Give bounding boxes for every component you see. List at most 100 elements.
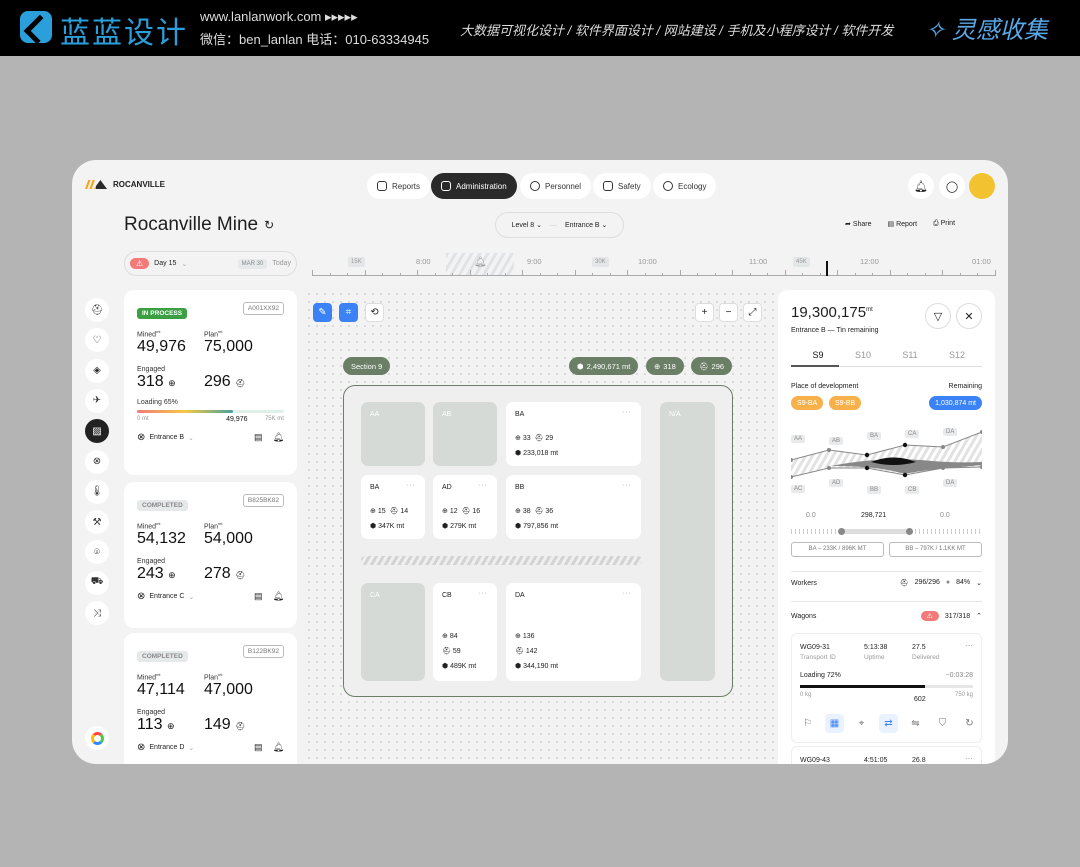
place-chip[interactable]: S9-BA	[791, 396, 824, 410]
more-icon[interactable]: ···	[965, 754, 973, 763]
sidebar-item-location[interactable]: ⊗	[85, 449, 109, 474]
more-icon[interactable]: ···	[622, 590, 632, 597]
document-icon[interactable]: ▤	[254, 742, 263, 753]
nav-administration[interactable]: Administration	[431, 173, 517, 199]
range-handle-right[interactable]	[906, 528, 913, 535]
nav-ecology[interactable]: Ecology	[653, 173, 717, 199]
range-a-chip[interactable]: BA – 233K / 896K MT	[791, 542, 884, 557]
lasso-tool-button[interactable]: ⟲	[365, 303, 384, 322]
tab-s12[interactable]: S12	[948, 350, 965, 360]
sidebar-item-tools[interactable]: ⚒︎	[85, 510, 109, 535]
bell-icon[interactable]: 🔔︎	[272, 591, 284, 602]
entrance-dropdown[interactable]: ⊗ Entrance D ⌄ ▤ 🔔︎	[137, 742, 284, 754]
map-cell-empty[interactable]: AB	[433, 402, 497, 466]
map-canvas[interactable]: ✎ ⌗ ⟲ + − ⤢ Section 9 ⬢ 2,490,671 mt ⊕ 318…	[305, 290, 775, 764]
connect-icon[interactable]: ⇋	[911, 718, 920, 729]
sidebar-item-helmet[interactable]: ⛑︎	[85, 298, 109, 322]
nav-safety[interactable]: Safety	[593, 173, 651, 199]
timeline[interactable]: 🔔︎ 15K 8:00 9:00 30K 10:00 11:00 45K 12:00 01:00	[312, 253, 996, 277]
map-cell[interactable]: AD ··· ⊕ 12 ⛑︎ 16 ⬢ 279K mt	[433, 475, 497, 539]
tab-s11[interactable]: S11	[902, 350, 918, 360]
grid-icon[interactable]: ▦	[825, 714, 844, 733]
sidebar-item-heart[interactable]: ♡	[85, 328, 109, 353]
zoom-out-button[interactable]: −	[719, 303, 738, 322]
more-icon[interactable]: ···	[406, 482, 416, 489]
close-button[interactable]: ✕	[956, 303, 982, 329]
range-selected: 298,721	[861, 512, 887, 519]
zoom-in-button[interactable]: +	[695, 303, 714, 322]
range-b-chip[interactable]: BB – 797K / 1.1KK MT	[889, 542, 982, 557]
place-chip[interactable]: S9-BB	[829, 396, 862, 410]
map-cell-empty[interactable]: AA	[361, 402, 425, 466]
day-selector[interactable]: ⚠ Day 15 ⌄ MAR 30 Today	[124, 251, 297, 276]
more-icon[interactable]: ···	[622, 482, 632, 489]
level-dropdown[interactable]: Level 8 ⌄	[511, 222, 542, 229]
report-button[interactable]: ▤ Report	[887, 221, 918, 228]
sidebar-item-thermometer[interactable]: 🌡︎	[85, 479, 109, 504]
select-tool-button[interactable]: ✎	[313, 303, 332, 322]
document-icon[interactable]: ▤	[254, 591, 263, 602]
document-icon[interactable]: ▤	[254, 432, 263, 443]
chat-button[interactable]: ◯	[939, 173, 965, 199]
fullscreen-button[interactable]: ⤢	[743, 303, 762, 322]
more-icon[interactable]: ···	[478, 590, 488, 597]
extraction-card[interactable]: IN PROCESS A001XX92 Minedmt 49,976 Planmt…	[124, 290, 297, 475]
extraction-card[interactable]: COMPLETED B825BK82 Minedmt 54,132 Planmt 5…	[124, 482, 297, 628]
timeline-label: 01:00	[972, 257, 991, 266]
sidebar-item-face-scan[interactable]: ⌾	[85, 540, 109, 565]
tab-s9[interactable]: S9	[812, 350, 824, 360]
wagon-card[interactable]: WG09-31 Transport ID 5:13:38 Uptime 27.5…	[791, 633, 982, 743]
refresh-icon[interactable]: ↻	[264, 218, 275, 232]
entrance-dropdown[interactable]: Entrance B ⌄	[564, 222, 608, 229]
path-tool-button[interactable]: ⌗	[339, 303, 358, 322]
map-cell-empty[interactable]: CA	[361, 583, 425, 681]
range-slider[interactable]	[791, 528, 982, 535]
share-button[interactable]: ➦ Share	[845, 221, 872, 228]
sidebar-item-diamond[interactable]: ◈	[85, 358, 109, 383]
workers-row[interactable]: ⛑︎ 296/296 ● 84% ⌄	[899, 579, 982, 587]
extraction-card[interactable]: COMPLETED B122BK92 Minedmt 47,114 Planmt 4…	[124, 633, 297, 764]
sidebar-item-vehicle[interactable]: ⛟︎	[85, 570, 109, 595]
entrance-dropdown[interactable]: ⊗ Entrance C ⌄ ▤ 🔔︎	[137, 591, 284, 603]
wagon-card[interactable]: WG09-43 4:51:05 26.8 ···	[791, 746, 982, 764]
entrance-dropdown[interactable]: ⊗ Entrance B ⌄ ▤ 🔔︎	[137, 432, 284, 444]
range-handle-left[interactable]	[838, 528, 845, 535]
timeline-tick	[609, 273, 611, 276]
nav-personnel[interactable]: Personnel	[520, 173, 592, 199]
sidebar-item-route[interactable]: ⤨	[85, 601, 109, 625]
location-selector[interactable]: Level 8 ⌄ — Entrance B ⌄	[495, 212, 624, 238]
swap-icon[interactable]: ⇄	[879, 714, 898, 733]
map-cell[interactable]: BA ··· ⊕ 15 ⛑︎ 14 ⬢ 347K mt	[361, 475, 425, 539]
notifications-button[interactable]: 🔔︎	[908, 173, 934, 199]
print-button[interactable]: ⎙ Print	[933, 220, 956, 227]
wagons-row[interactable]: ⚠ 317/318 ⌃	[920, 611, 982, 621]
pointer-icon[interactable]: ⌖	[858, 718, 865, 729]
today-button[interactable]: Today	[272, 260, 291, 267]
nav-reports[interactable]: Reports	[367, 173, 431, 199]
more-icon[interactable]: ···	[478, 482, 488, 489]
more-icon[interactable]: ···	[965, 641, 973, 650]
sidebar-item-drill[interactable]: ✈︎	[85, 388, 109, 413]
more-icon[interactable]: ···	[622, 409, 632, 416]
app-logo[interactable]: ROCANVILLE	[85, 180, 165, 189]
panel-subtitle: Entrance B — Tin remaining	[791, 327, 879, 334]
avatar[interactable]	[969, 173, 995, 199]
map-cell[interactable]: CB ··· ⊕ 84 ⛑︎ 59 ⬢ 489K mt	[433, 583, 497, 681]
color-wheel-icon[interactable]	[85, 726, 109, 750]
map-cell[interactable]: BA ··· ⊕ 33 ⛑︎ 29 ⬢ 233,018 mt	[506, 402, 641, 466]
flag-icon[interactable]: ⚐	[803, 718, 812, 729]
filter-button[interactable]: ▽	[925, 303, 951, 329]
bell-icon[interactable]: 🔔︎	[272, 432, 284, 443]
section-badge[interactable]: Section 9	[343, 357, 391, 375]
tab-s10[interactable]: S10	[854, 350, 871, 360]
sidebar-item-map-layer[interactable]: ▨	[85, 419, 109, 444]
loading-fill	[137, 410, 233, 414]
shield-icon[interactable]: ⛉	[938, 718, 947, 729]
bell-icon[interactable]: 🔔︎	[272, 742, 284, 753]
map-cell-empty[interactable]: N/A	[660, 402, 715, 681]
map-cell[interactable]: DA ··· ⊕ 136 ⛑︎ 142 ⬢ 344,190 mt	[506, 583, 641, 681]
timeline-cursor[interactable]	[826, 261, 828, 276]
wagon-min: 0 kg	[800, 692, 812, 698]
history-icon[interactable]: ↻	[965, 718, 974, 729]
map-cell[interactable]: BB ··· ⊕ 38 ⛑︎ 36 ⬢ 797,856 mt	[506, 475, 641, 539]
